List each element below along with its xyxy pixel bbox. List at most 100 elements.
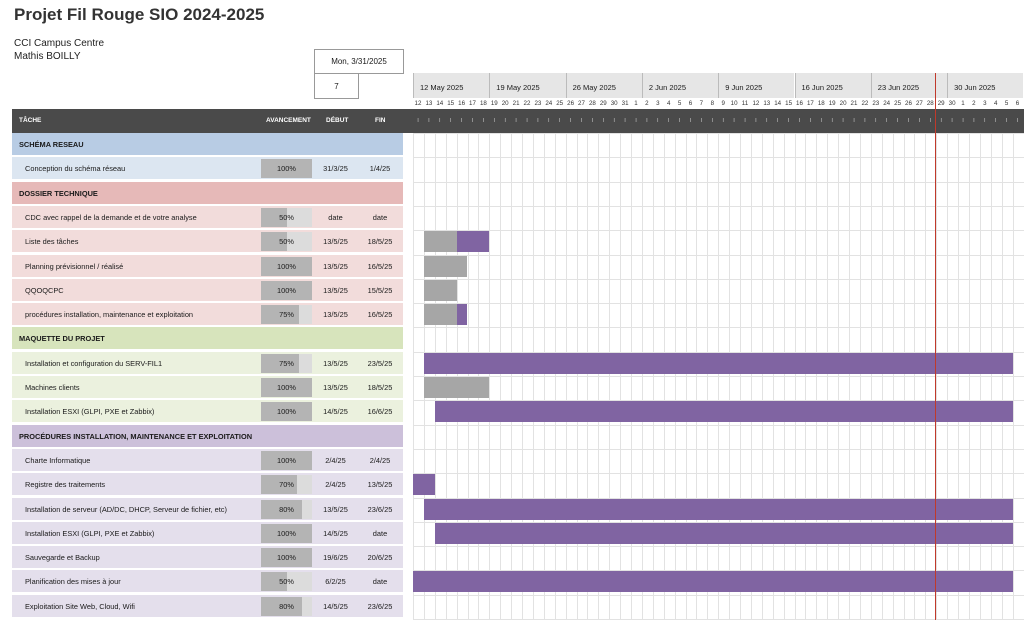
day-letter: l bbox=[580, 118, 583, 124]
day-letter: l bbox=[788, 118, 790, 124]
task-row[interactable]: Charte Informatique 100% 2/4/25 2/4/25 bbox=[12, 448, 403, 472]
grid-hline bbox=[413, 424, 1024, 426]
grid-hline bbox=[413, 327, 1024, 329]
day-number: 21 bbox=[850, 100, 858, 107]
project-start-date-input[interactable]: Mon, 3/31/2025 bbox=[314, 49, 404, 74]
task-name: CDC avec rappel de la demande et de votr… bbox=[25, 212, 197, 222]
task-row[interactable]: Planification des mises à jour 50% 6/2/25 d… bbox=[12, 570, 403, 594]
day-letter: l bbox=[482, 118, 484, 124]
day-letter: l bbox=[755, 118, 757, 124]
task-row[interactable]: Installation ESXI (GLPI, PXE et Zabbix) 1… bbox=[12, 521, 403, 545]
progress-bar bbox=[261, 159, 312, 179]
organization-info: CCI Campus Centre Mathis BOILLY bbox=[14, 37, 104, 63]
day-number: 29 bbox=[599, 100, 607, 107]
day-letter: l bbox=[962, 118, 964, 124]
day-number: 28 bbox=[588, 100, 596, 107]
progress-bar bbox=[261, 232, 287, 252]
section-row[interactable]: DOSSIER TECHNIQUE bbox=[12, 181, 403, 205]
day-number: 1 bbox=[634, 100, 638, 107]
start-date: 19/6/25 bbox=[323, 553, 348, 563]
section-row[interactable]: PROCÉDURES INSTALLATION, MAINTENANCE ET … bbox=[12, 424, 403, 448]
author-name: Mathis BOILLY bbox=[14, 51, 81, 62]
task-row[interactable]: Registre des traitements 70% 2/4/25 13/5/25 bbox=[12, 473, 403, 497]
day-number: 26 bbox=[567, 100, 575, 107]
progress-bar bbox=[261, 499, 302, 519]
day-number: 16 bbox=[796, 100, 803, 107]
day-letter: l bbox=[1016, 118, 1019, 124]
day-number: 25 bbox=[556, 100, 564, 107]
gantt-bar[interactable] bbox=[434, 522, 1013, 544]
day-letter: l bbox=[461, 118, 463, 124]
day-letter: l bbox=[646, 118, 648, 124]
day-letter: l bbox=[1006, 118, 1008, 124]
task-row[interactable]: Planning prévisionnel / réalisé 100% 13/5/… bbox=[12, 254, 403, 278]
day-number: 6 bbox=[1015, 100, 1020, 107]
task-row[interactable]: Installation de serveur (AD/DC, DHCP, Se… bbox=[12, 497, 403, 521]
task-name: Sauvegarde et Backup bbox=[25, 553, 100, 563]
day-number: 17 bbox=[806, 100, 814, 107]
task-row[interactable]: Conception du schéma réseau 100% 31/3/25 1/… bbox=[12, 157, 403, 181]
gantt-bar-done[interactable] bbox=[423, 279, 457, 301]
gantt-bar[interactable] bbox=[456, 304, 468, 326]
day-letter: l bbox=[657, 118, 659, 124]
grid-hline bbox=[413, 205, 1024, 207]
day-number: 24 bbox=[883, 100, 891, 107]
section-row[interactable]: MAQUETTE DU PROJET bbox=[12, 327, 403, 351]
day-letter: l bbox=[820, 118, 822, 124]
week-header: 26 May 2025 bbox=[565, 73, 642, 98]
gantt-bar[interactable] bbox=[423, 352, 1013, 374]
gantt-bar-done[interactable] bbox=[423, 231, 457, 253]
day-number: 3 bbox=[983, 100, 987, 107]
progress-text: 100% bbox=[277, 407, 296, 417]
day-number: 14 bbox=[436, 100, 444, 107]
task-row[interactable]: Sauvegarde et Backup 100% 19/6/25 20/6/25 bbox=[12, 546, 403, 570]
task-row[interactable]: Installation ESXI (GLPI, PXE et Zabbix) 1… bbox=[12, 400, 403, 424]
gantt-bar[interactable] bbox=[456, 231, 490, 253]
day-letter: l bbox=[766, 118, 768, 124]
end-date: 1/4/25 bbox=[369, 164, 391, 174]
task-row[interactable]: Liste des tâches 50% 13/5/25 18/5/25 bbox=[12, 230, 403, 254]
day-letter: l bbox=[548, 118, 550, 124]
day-number: 23 bbox=[872, 100, 880, 107]
start-date: 13/5/25 bbox=[323, 261, 348, 271]
section-row[interactable]: SCHÉMA RESEAU bbox=[12, 133, 403, 156]
day-letter: l bbox=[951, 118, 953, 124]
task-row[interactable]: Exploitation Site Web, Cloud, Wifi 80% 14/… bbox=[12, 594, 403, 618]
task-row[interactable]: Installation et configuration du SERV-FI… bbox=[12, 351, 403, 375]
day-letter: l bbox=[624, 118, 626, 124]
end-date: 18/5/25 bbox=[367, 383, 393, 392]
task-name: Charte Informatique bbox=[25, 455, 91, 465]
header-task: TÂCHE bbox=[19, 117, 42, 124]
gantt-bar-done[interactable] bbox=[423, 255, 468, 277]
progress-text: 75% bbox=[279, 358, 294, 368]
day-letter: l bbox=[428, 118, 430, 124]
day-number: 8 bbox=[710, 100, 715, 107]
task-row[interactable]: Machines clients 100% 13/5/25 18/5/25 bbox=[12, 376, 403, 399]
task-row[interactable]: CDC avec rappel de la demande et de votr… bbox=[12, 205, 403, 229]
grid-hline bbox=[413, 303, 1024, 305]
section-title: MAQUETTE DU PROJET bbox=[19, 334, 105, 344]
task-row[interactable]: procédures installation, maintenance et … bbox=[12, 303, 403, 327]
day-letter: l bbox=[504, 118, 506, 124]
progress-text: 100% bbox=[277, 553, 296, 563]
gantt-bar-done[interactable] bbox=[423, 304, 457, 326]
gantt-bar[interactable] bbox=[413, 571, 1013, 593]
progress-cell: 100% bbox=[261, 280, 312, 300]
gantt-bar-done[interactable] bbox=[423, 377, 490, 398]
day-number: 17 bbox=[469, 100, 476, 107]
gantt-bar[interactable] bbox=[413, 474, 435, 496]
section-title: PROCÉDURES INSTALLATION, MAINTENANCE ET … bbox=[19, 431, 253, 441]
gantt-bar[interactable] bbox=[434, 401, 1013, 423]
task-row[interactable]: QQOQCPC 100% 13/5/25 15/5/25 bbox=[12, 278, 403, 302]
day-number: 15 bbox=[447, 100, 455, 107]
gantt-bar[interactable] bbox=[423, 498, 1013, 520]
week-header: 2 Jun 2025 bbox=[641, 73, 719, 98]
day-number: 6 bbox=[688, 100, 693, 107]
task-name: Exploitation Site Web, Cloud, Wifi bbox=[25, 601, 135, 611]
progress-bar bbox=[261, 305, 300, 325]
task-name: procédures installation, maintenance et … bbox=[25, 310, 194, 320]
progress-bar bbox=[261, 572, 287, 592]
task-name: Planification des mises à jour bbox=[25, 577, 121, 587]
progress-text: 75% bbox=[279, 310, 294, 320]
display-week-input[interactable]: 7 bbox=[314, 73, 359, 99]
